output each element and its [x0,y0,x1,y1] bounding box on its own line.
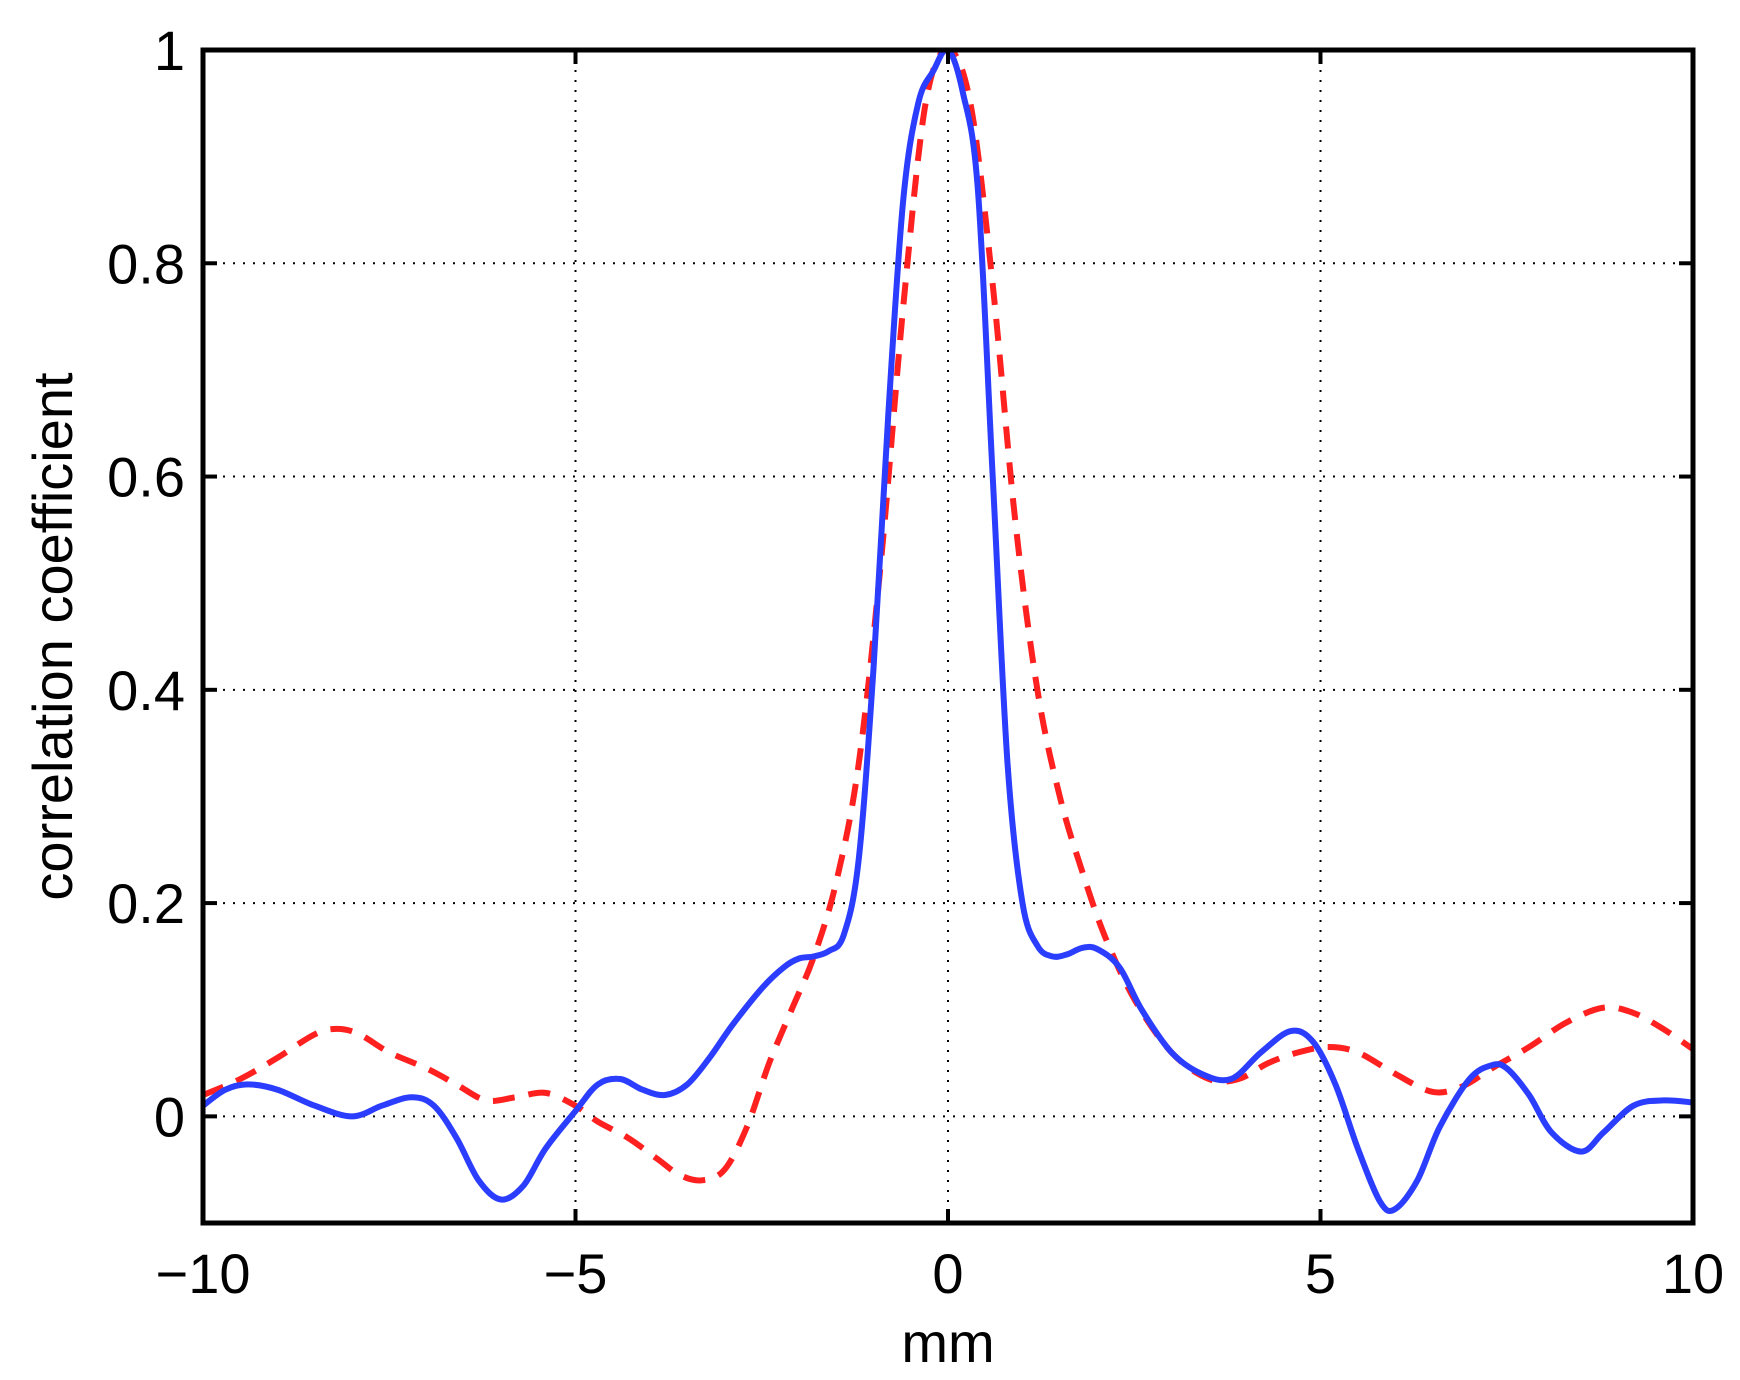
plot-frame [200,47,1696,1226]
y-tick-label: 0.2 [107,872,185,935]
series-line-dashed-red [203,50,1693,1184]
x-tick-label: −10 [156,1242,251,1305]
y-axis-label: correlation coefficient [21,372,84,901]
series-line-solid-blue [203,50,1693,1214]
y-tick-labels: 0 0.2 0.4 0.6 0.8 1 [107,19,185,1148]
y-tick-label: 0 [154,1085,185,1148]
y-tick-label: 0.8 [107,232,185,295]
y-tick-label: 0.6 [107,446,185,509]
x-axis-label: mm [901,1311,994,1374]
grid-lines [203,50,1693,1223]
x-tick-label: −5 [544,1242,608,1305]
y-tick-label: 1 [154,19,185,82]
series-layer [203,50,1693,1214]
tick-marks [201,48,1695,1223]
x-tick-label: 0 [932,1242,963,1305]
x-tick-label: 10 [1662,1242,1724,1305]
y-tick-label: 0.4 [107,659,185,722]
x-tick-label: 5 [1305,1242,1336,1305]
x-tick-labels: −10 −5 0 5 10 [156,1242,1725,1305]
